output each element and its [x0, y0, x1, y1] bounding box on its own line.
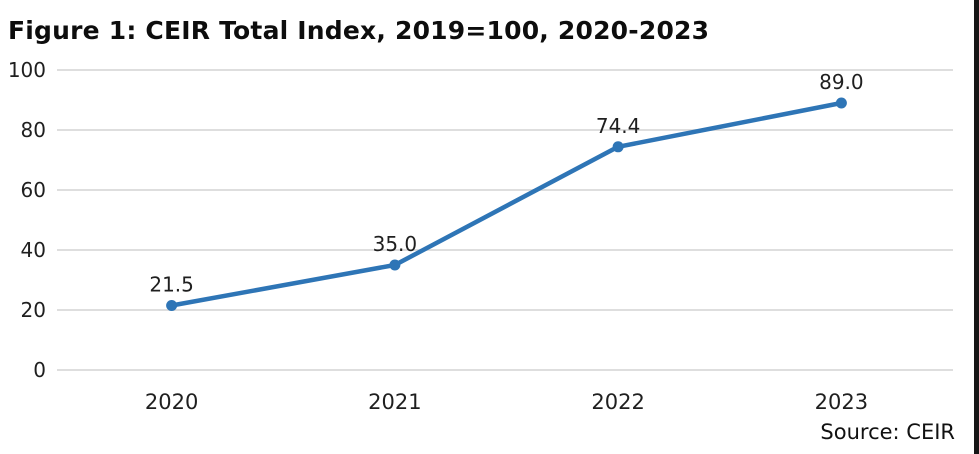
data-point-label: 35.0 — [373, 232, 418, 256]
y-axis-tick-label: 20 — [21, 298, 46, 322]
y-axis-tick-label: 100 — [8, 58, 46, 82]
data-line — [169, 100, 844, 308]
data-point-label: 89.0 — [819, 70, 864, 94]
data-point-label: 21.5 — [149, 273, 194, 297]
data-point-marker — [389, 259, 401, 271]
x-axis-tick-label: 2020 — [145, 390, 198, 414]
page-border-right — [974, 0, 979, 454]
data-point-marker — [612, 141, 624, 153]
x-axis-tick-label: 2023 — [815, 390, 868, 414]
y-axis-tick-label: 0 — [33, 358, 46, 382]
y-axis-tick-label: 60 — [21, 178, 46, 202]
y-axis-tick-label: 80 — [21, 118, 46, 142]
chart-title: Figure 1: CEIR Total Index, 2019=100, 20… — [8, 16, 710, 45]
data-point-marker — [166, 300, 178, 311]
x-axis-tick-label: 2021 — [368, 390, 421, 414]
data-point-marker — [835, 97, 847, 109]
source-note: Source: CEIR — [820, 420, 955, 444]
y-axis-tick-label: 40 — [21, 238, 46, 262]
data-point-label: 74.4 — [596, 114, 641, 138]
x-axis-tick-label: 2022 — [591, 390, 644, 414]
